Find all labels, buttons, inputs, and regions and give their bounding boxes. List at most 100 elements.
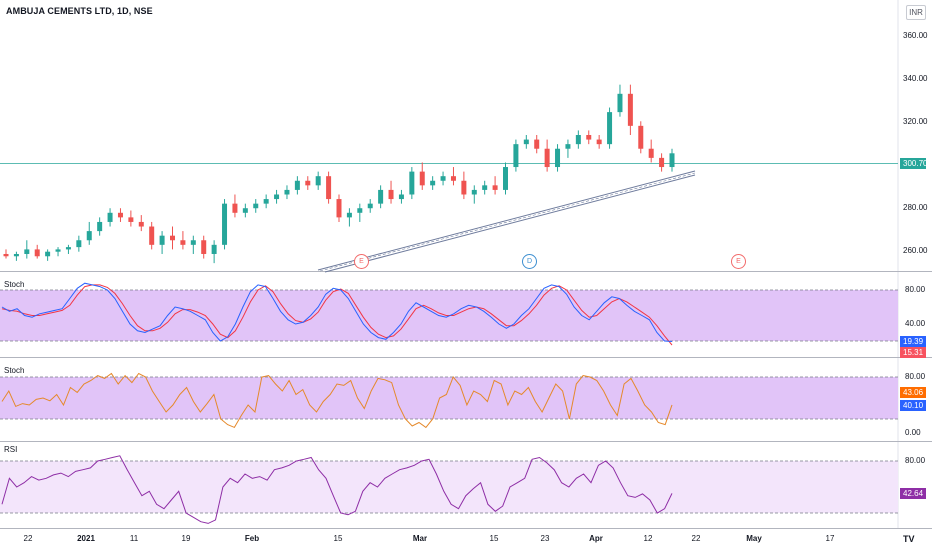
candle-body (409, 171, 415, 195)
rsi-level: 80.00 (905, 456, 926, 465)
candle-body (315, 176, 321, 186)
stoch1-d-line (1, 284, 673, 346)
candle-body (180, 240, 186, 245)
price-label: 260.00 (903, 246, 928, 255)
candle-body (596, 139, 602, 145)
candle-body (555, 148, 561, 168)
candle-body (326, 176, 332, 200)
candle-body (170, 235, 175, 241)
candle-body (13, 253, 19, 257)
price-label: 280.00 (903, 203, 928, 212)
stoch1-level: 40.00 (905, 319, 926, 328)
time-label: Feb (244, 534, 260, 543)
candle-body (398, 194, 404, 200)
candle-body (34, 249, 40, 257)
candle-body (513, 144, 519, 168)
rsi-label[interactable]: RSI (4, 445, 18, 454)
stoch2-band (0, 377, 898, 419)
dividend-marker[interactable]: D (522, 254, 537, 269)
stoch1-label[interactable]: Stoch (4, 280, 25, 289)
price-label: 320.00 (903, 117, 928, 126)
time-label: 23 (540, 534, 550, 543)
candle-body (24, 249, 30, 254)
candle-body (523, 139, 529, 145)
oscillator-lines (1, 282, 673, 524)
candle-body (232, 203, 238, 213)
candle-body (76, 240, 82, 248)
stoch2-level: 80.00 (905, 372, 926, 381)
chart-title: AMBUJA CEMENTS LTD, 1D, NSE (6, 6, 153, 16)
candle-body (149, 226, 155, 245)
candle-body (461, 180, 467, 195)
candle-body (55, 249, 61, 252)
candle-body (419, 171, 425, 186)
time-label: 22 (691, 534, 701, 543)
earnings-marker[interactable]: E (354, 254, 369, 269)
stoch2-d-tag: 43.06 (900, 387, 926, 398)
time-label: 15 (489, 534, 499, 543)
candle-body (3, 253, 9, 257)
candle-body (253, 203, 259, 209)
candle-body (534, 139, 540, 149)
candle-body (440, 176, 446, 181)
candle-body (97, 221, 103, 232)
time-label: 11 (129, 534, 139, 543)
candle-body (263, 199, 269, 204)
candle-body (565, 144, 571, 149)
candle-body (117, 212, 123, 218)
candle-body (222, 203, 228, 245)
candle-body (274, 194, 280, 200)
time-label: 17 (825, 534, 835, 543)
stoch2-k-tag: 40.10 (900, 400, 926, 411)
candle-body (669, 153, 675, 168)
stoch2-level: 0.00 (905, 428, 921, 437)
rsi-value-tag: 42.64 (900, 488, 926, 499)
candle-body (346, 212, 352, 218)
trend-line-upper[interactable] (317, 170, 696, 271)
stoch1-k-line (1, 282, 673, 342)
candle-body (607, 112, 613, 145)
trend-line-lower[interactable] (324, 174, 696, 273)
time-label: May (746, 534, 762, 543)
candle-body (388, 189, 394, 200)
candle-body (305, 180, 311, 186)
time-label: 2021 (77, 534, 95, 543)
candles-group (3, 84, 675, 264)
stoch1-level: 80.00 (905, 285, 926, 294)
candle-body (107, 212, 113, 222)
candle-body (138, 221, 144, 227)
candle-body (471, 189, 477, 195)
candle-body (503, 167, 508, 190)
tradingview-logo[interactable]: TV (903, 534, 915, 544)
time-label: Apr (589, 534, 603, 543)
candle-body (201, 240, 207, 254)
time-label: 15 (333, 534, 343, 543)
candle-body (638, 125, 644, 149)
candle-body (617, 93, 623, 113)
candle-body (575, 135, 581, 145)
candle-body (586, 135, 592, 140)
rsi-line (1, 455, 673, 524)
currency-badge[interactable]: INR (906, 5, 926, 20)
candle-body (492, 185, 498, 190)
candle-body (190, 240, 196, 245)
price-label: 340.00 (903, 74, 928, 83)
earnings-marker[interactable]: E (731, 254, 746, 269)
price-label: 360.00 (903, 31, 928, 40)
stoch1-k-tag: 19.39 (900, 336, 926, 347)
time-label: Mar (412, 534, 428, 543)
stoch2-label[interactable]: Stoch (4, 366, 25, 375)
trend-line-mid (319, 172, 696, 272)
candle-body (336, 199, 342, 218)
candle-body (128, 217, 134, 222)
candle-body (378, 189, 384, 204)
candle-body (367, 203, 373, 209)
candle-body (544, 148, 550, 168)
time-label: 12 (643, 534, 653, 543)
stoch1-d-tag: 15.31 (900, 347, 926, 358)
candle-body (482, 185, 488, 190)
candle-body (648, 148, 654, 158)
candle-body (284, 189, 290, 195)
candle-body (159, 235, 165, 245)
